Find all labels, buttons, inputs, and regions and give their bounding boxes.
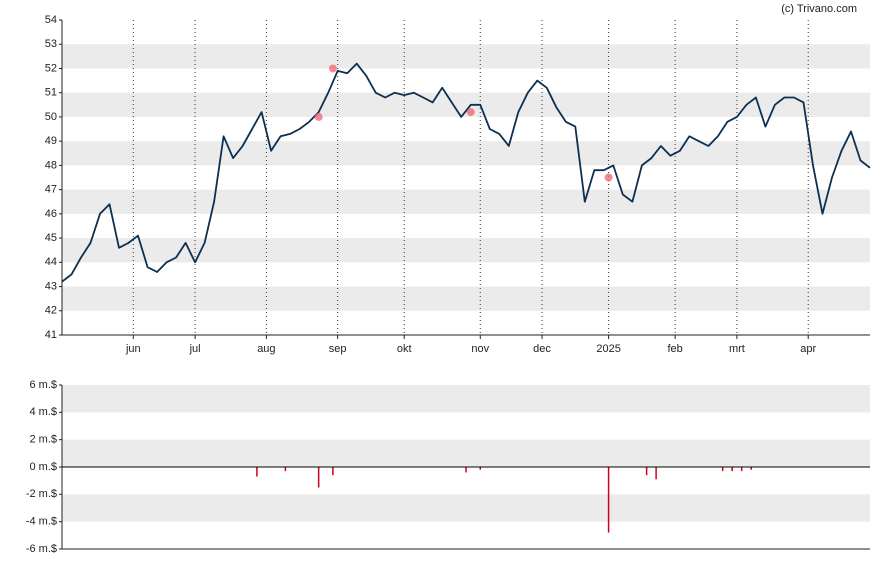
grid-band xyxy=(62,189,870,214)
y-tick-label: 0 m.$ xyxy=(29,461,57,473)
x-tick-label: dec xyxy=(533,343,551,355)
bar xyxy=(284,467,287,472)
bar xyxy=(332,467,334,476)
y-tick-label: -2 m.$ xyxy=(26,488,57,500)
x-tick-label: okt xyxy=(397,343,412,355)
grid-band xyxy=(62,141,870,166)
x-tick-label: sep xyxy=(329,343,347,355)
x-tick-label: 2025 xyxy=(596,343,620,355)
y-tick-label: 52 xyxy=(45,62,57,74)
x-tick-label: feb xyxy=(667,343,682,355)
x-tick-label: aug xyxy=(257,343,275,355)
bar xyxy=(317,467,320,488)
y-tick-label: 4 m.$ xyxy=(29,406,57,418)
y-tick-label: 41 xyxy=(45,329,57,341)
y-tick-label: -6 m.$ xyxy=(26,543,57,555)
x-tick-label: jul xyxy=(189,343,201,355)
bar xyxy=(740,467,743,472)
bar xyxy=(256,467,258,477)
x-tick-label: jun xyxy=(125,343,141,355)
grid-band xyxy=(62,286,870,311)
y-tick-label: 42 xyxy=(45,305,57,317)
event-marker xyxy=(314,112,323,121)
y-tick-label: 54 xyxy=(45,14,57,26)
y-tick-label: 50 xyxy=(45,111,57,123)
y-tick-label: 45 xyxy=(45,232,57,244)
grid-band xyxy=(62,92,870,117)
bar xyxy=(655,467,657,480)
bar xyxy=(731,467,733,472)
attribution: (c) Trivano.com xyxy=(781,3,857,15)
y-tick-label: 53 xyxy=(45,38,57,50)
y-tick-label: 43 xyxy=(45,280,57,292)
y-tick-label: 46 xyxy=(45,208,57,220)
event-marker xyxy=(328,64,337,73)
grid-band xyxy=(62,439,870,467)
y-tick-label: -4 m.$ xyxy=(26,516,57,528)
grid-band xyxy=(62,238,870,263)
y-tick-label: 2 m.$ xyxy=(29,434,57,446)
bar xyxy=(721,467,724,472)
bar xyxy=(465,467,467,473)
bar xyxy=(607,467,610,533)
event-marker xyxy=(466,108,475,117)
price-line xyxy=(61,62,871,283)
y-tick-label: 48 xyxy=(45,159,57,171)
x-tick-label: nov xyxy=(471,343,489,355)
grid-band xyxy=(62,44,870,69)
x-tick-label: apr xyxy=(800,343,816,355)
bar xyxy=(645,467,648,476)
y-tick-label: 6 m.$ xyxy=(29,379,57,391)
bar xyxy=(479,467,482,470)
x-tick-label: mrt xyxy=(729,343,745,355)
y-tick-label: 49 xyxy=(45,135,57,147)
y-tick-label: 47 xyxy=(45,184,57,196)
y-tick-label: 51 xyxy=(45,87,57,99)
event-marker xyxy=(604,173,613,182)
grid-band xyxy=(62,385,870,413)
bar xyxy=(750,467,752,470)
grid-band xyxy=(62,494,870,522)
y-tick-label: 44 xyxy=(45,256,57,268)
